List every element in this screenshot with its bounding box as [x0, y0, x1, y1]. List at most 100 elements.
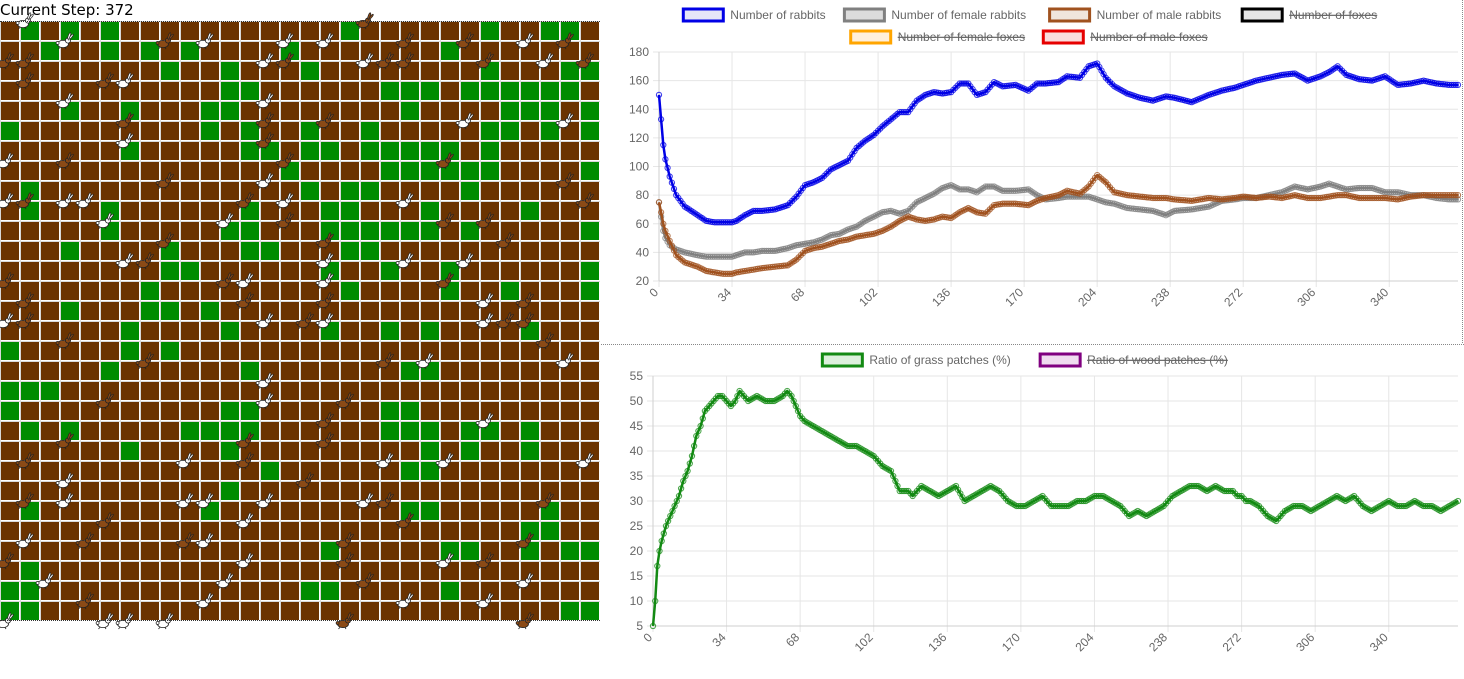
rabbit-brown-icon [275, 52, 294, 70]
data-point [695, 427, 702, 435]
rabbit-white-icon [175, 452, 194, 470]
data-point [668, 179, 676, 186]
wood-patch [180, 61, 199, 80]
wood-patch [280, 341, 299, 360]
wood-patch [460, 521, 479, 540]
wood-patch [300, 381, 319, 400]
wood-patch [100, 441, 119, 460]
wood-patch [500, 401, 519, 420]
data-point [1446, 81, 1453, 89]
legend-label[interactable]: Number of rabbits [730, 8, 825, 22]
data-point [1272, 194, 1279, 201]
wood-patch [20, 241, 39, 260]
legend-label[interactable]: Number of male foxes [1090, 30, 1207, 44]
grass-patch [480, 21, 499, 40]
data-point [1446, 191, 1453, 199]
data-point [763, 247, 770, 255]
wood-patch [560, 221, 579, 240]
wood-patch [420, 581, 439, 600]
data-point [1259, 194, 1266, 201]
legend-swatch [842, 7, 886, 23]
data-point [662, 227, 669, 235]
data-point [1392, 196, 1399, 203]
wood-patch [420, 41, 439, 60]
legend-label[interactable]: Number of male rabbits [1097, 8, 1222, 22]
patch-ratio-chart: 5 10 15 20 25 30 35 40 45 50 55 0 34 68 102 136 170 204 23… [601, 346, 1463, 674]
legend-swatch [681, 7, 725, 23]
data-point [1377, 194, 1384, 202]
data-point [1225, 487, 1232, 495]
wood-patch [420, 241, 439, 260]
wood-patch [40, 261, 59, 280]
data-point [677, 485, 685, 492]
data-point [1063, 502, 1070, 510]
wood-patch [500, 421, 519, 440]
grass-patch [300, 61, 319, 80]
rabbit-white-icon [435, 452, 454, 470]
data-point [1454, 497, 1462, 505]
wood-patch [120, 301, 139, 320]
legend-label[interactable]: Ratio of wood patches (%) [1087, 353, 1228, 367]
data-point [766, 397, 774, 405]
data-point [894, 482, 901, 490]
data-point [902, 108, 910, 116]
wood-patch [300, 541, 319, 560]
data-point [960, 186, 968, 193]
wood-patch [480, 261, 499, 280]
data-point [1003, 187, 1011, 194]
wood-patch [100, 181, 119, 200]
grass-patch [0, 341, 19, 360]
legend-label[interactable]: Ratio of grass patches (%) [869, 353, 1010, 367]
data-point [1016, 187, 1023, 194]
wood-patch [220, 341, 239, 360]
data-point [705, 253, 712, 260]
grass-patch [460, 161, 479, 180]
wood-patch [580, 581, 599, 600]
legend-label[interactable]: Number of foxes [1289, 8, 1377, 22]
data-point [1422, 191, 1429, 199]
data-point [1008, 187, 1015, 194]
data-point [1400, 502, 1408, 510]
wood-patch [460, 361, 479, 380]
rabbit-white-icon [235, 552, 254, 570]
wood-patch [140, 561, 159, 580]
wood-patch [260, 421, 279, 440]
wood-patch [200, 181, 219, 200]
rabbit-brown-icon [0, 52, 14, 70]
rabbit-white-icon [255, 492, 274, 510]
data-point [722, 270, 729, 277]
data-point [688, 452, 696, 460]
data-point [726, 219, 734, 226]
wood-patch [560, 281, 579, 300]
wood-patch [40, 281, 59, 300]
wood-patch [420, 401, 439, 420]
data-point [1212, 195, 1219, 202]
data-point [1285, 71, 1292, 78]
wood-patch [60, 261, 79, 280]
data-point [1362, 194, 1369, 202]
y-tick-label: 45 [630, 419, 644, 433]
data-point [1409, 193, 1417, 200]
rabbit-white-icon [375, 452, 394, 470]
rabbit-brown-icon [435, 212, 454, 230]
data-point [1186, 206, 1193, 213]
data-point [1257, 194, 1264, 201]
wood-patch [500, 201, 519, 220]
wood-patch [280, 541, 299, 560]
grass-patch [580, 261, 599, 280]
data-point [1008, 82, 1015, 89]
wood-patch [80, 141, 99, 160]
wood-patch [340, 441, 359, 460]
y-tick-label: 40 [636, 245, 650, 259]
wood-patch [540, 461, 559, 480]
wood-patch [260, 521, 279, 540]
wood-patch [340, 141, 359, 160]
data-point [669, 507, 676, 515]
legend-label[interactable]: Number of female rabbits [891, 8, 1026, 22]
legend-label[interactable]: Number of female foxes [898, 30, 1025, 44]
wood-patch [420, 181, 439, 200]
data-point [1450, 191, 1457, 199]
data-point [767, 247, 774, 255]
rabbit-white-icon [75, 192, 94, 210]
data-point [1005, 187, 1013, 194]
